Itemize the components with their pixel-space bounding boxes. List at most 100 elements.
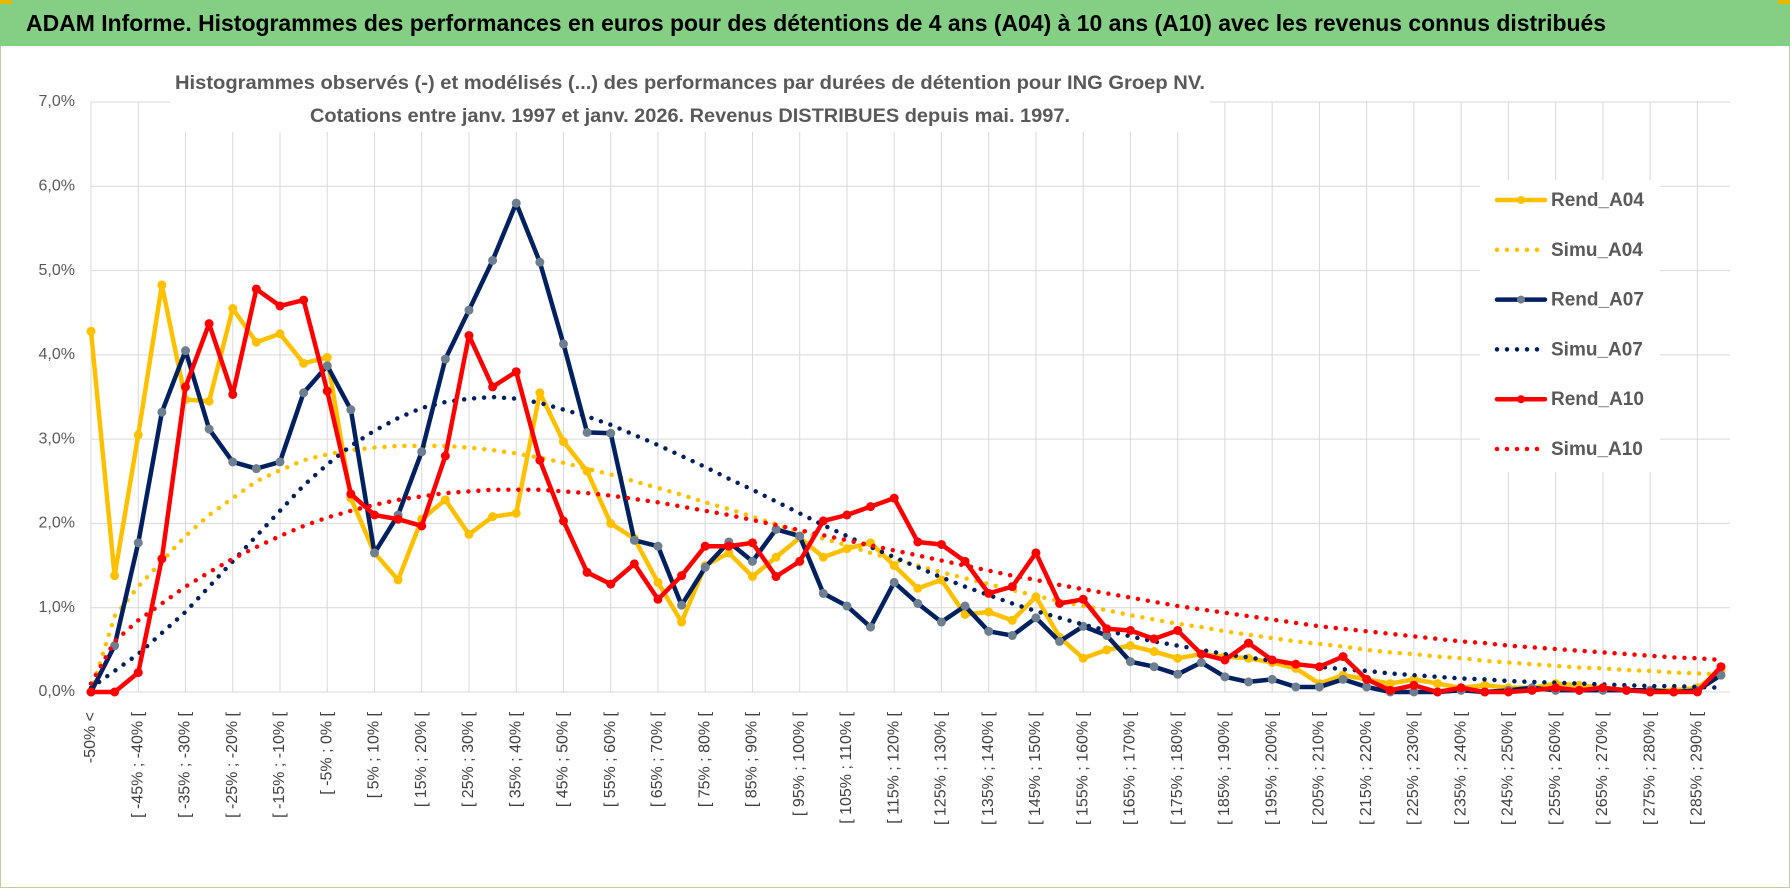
point-marker xyxy=(275,329,285,339)
line xyxy=(88,286,1724,695)
point-marker xyxy=(1125,657,1135,667)
point-marker xyxy=(1480,687,1490,697)
x-tick-label: [ 95% ; 100% [ xyxy=(791,711,808,816)
point-marker xyxy=(1031,548,1041,558)
legend-marker xyxy=(1517,295,1525,304)
y-tick-label: 5,0% xyxy=(39,262,75,279)
point-marker xyxy=(700,541,710,551)
dotted-line xyxy=(88,443,1724,695)
point-marker xyxy=(535,455,545,465)
point-marker xyxy=(1125,625,1135,635)
point-marker xyxy=(322,352,332,362)
point-marker xyxy=(511,367,521,377)
point-marker xyxy=(1409,680,1419,690)
point-marker xyxy=(133,430,143,440)
x-tick-label: [ 175% ; 180% [ xyxy=(1169,711,1186,825)
point-marker xyxy=(440,354,450,364)
point-marker xyxy=(724,541,734,551)
point-marker xyxy=(322,361,332,371)
point-marker xyxy=(818,552,828,562)
point-marker xyxy=(86,687,96,697)
dotted-line xyxy=(88,394,1724,691)
point-marker xyxy=(1007,631,1017,641)
point-marker xyxy=(1291,659,1301,669)
y-tick-label: 1,0% xyxy=(39,599,75,616)
legend-marker xyxy=(1517,196,1525,204)
point-marker xyxy=(1173,653,1183,663)
point-marker xyxy=(677,600,687,610)
point-marker xyxy=(1267,674,1277,684)
point-marker xyxy=(251,284,261,294)
point-marker xyxy=(488,255,498,265)
point-marker xyxy=(1102,645,1112,655)
point-marker xyxy=(606,518,616,528)
point-marker xyxy=(653,594,663,604)
x-tick-label: [ 65% ; 70% [ xyxy=(649,711,666,807)
x-tick-label: [ -15% ; -10% [ xyxy=(271,711,288,817)
x-tick-label: [ 235% ; 240% [ xyxy=(1452,711,1469,825)
point-marker xyxy=(1362,674,1372,684)
point-marker xyxy=(1291,682,1301,692)
x-tick-label: [ -25% ; -20% [ xyxy=(224,711,241,817)
point-marker xyxy=(488,382,498,392)
point-marker xyxy=(1173,669,1183,679)
point-marker xyxy=(1244,638,1254,648)
point-marker xyxy=(417,521,427,531)
point-marker xyxy=(180,382,190,392)
header-title: ADAM Informe. Histogrammes des performan… xyxy=(26,10,1606,36)
x-tick-label: [ 105% ; 110% [ xyxy=(838,711,855,823)
point-marker xyxy=(1669,687,1679,697)
x-tick-label: [ 195% ; 200% [ xyxy=(1263,711,1280,825)
x-tick-label: [ 155% ; 160% [ xyxy=(1074,711,1091,825)
point-marker xyxy=(299,295,309,305)
point-marker xyxy=(866,502,876,512)
point-marker xyxy=(1622,685,1632,695)
point-marker xyxy=(204,319,214,329)
legend-label: Rend_A10 xyxy=(1551,389,1644,410)
point-marker xyxy=(606,579,616,589)
point-marker xyxy=(629,535,639,545)
point-marker xyxy=(1338,652,1348,662)
header-bar xyxy=(0,0,1790,46)
x-tick-label: [ 145% ; 150% [ xyxy=(1027,711,1044,825)
point-marker xyxy=(960,556,970,566)
x-tick-label: [ 255% ; 260% [ xyxy=(1547,711,1564,825)
x-tick-label: [ 285% ; 290% [ xyxy=(1689,711,1706,825)
point-marker xyxy=(771,572,781,582)
x-tick-label: [ 125% ; 130% [ xyxy=(933,711,950,825)
point-marker xyxy=(913,583,923,593)
point-marker xyxy=(747,572,757,582)
point-marker xyxy=(889,561,899,571)
point-marker xyxy=(1149,647,1159,657)
point-marker xyxy=(417,447,427,457)
point-marker xyxy=(677,617,687,627)
y-tick-label: 2,0% xyxy=(39,515,75,532)
point-marker xyxy=(1078,653,1088,663)
y-tick-label: 0,0% xyxy=(39,683,75,700)
point-marker xyxy=(700,562,710,572)
point-marker xyxy=(440,495,450,505)
point-marker xyxy=(1645,687,1655,697)
point-marker xyxy=(299,388,309,398)
point-marker xyxy=(1433,679,1443,689)
chart-title: Cotations entre janv. 1997 et janv. 2026… xyxy=(310,106,1070,127)
x-tick-label: [ -45% ; -40% [ xyxy=(129,711,146,817)
point-marker xyxy=(393,514,403,524)
point-marker xyxy=(110,571,120,581)
point-marker xyxy=(1598,683,1608,693)
point-marker xyxy=(1055,599,1065,608)
point-marker xyxy=(653,577,663,587)
x-tick-label: [ 45% ; 50% [ xyxy=(555,711,572,807)
x-tick-label: [ -5% ; 0% [ xyxy=(318,711,335,794)
point-marker xyxy=(322,386,332,396)
x-tick-label: [ 275% ; 280% [ xyxy=(1641,711,1658,825)
x-tick-label: [ 205% ; 210% [ xyxy=(1311,711,1328,825)
point-marker xyxy=(984,588,994,598)
x-tick-label: [ 85% ; 90% [ xyxy=(744,711,761,807)
point-marker xyxy=(1503,687,1513,697)
corner-accent xyxy=(0,0,12,4)
point-marker xyxy=(1527,685,1537,695)
point-marker xyxy=(866,622,876,632)
point-marker xyxy=(889,577,899,587)
point-marker xyxy=(1031,613,1041,623)
